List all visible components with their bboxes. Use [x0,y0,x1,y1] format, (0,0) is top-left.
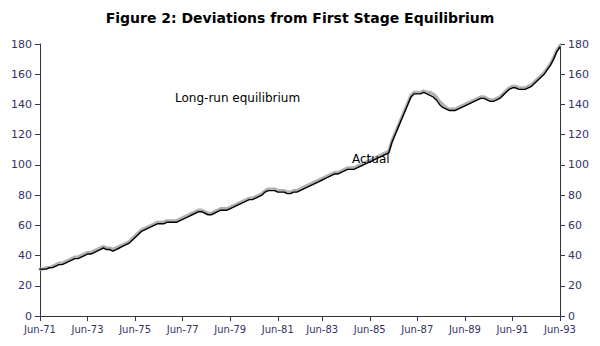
svg-text:Jun-73: Jun-73 [71,324,104,335]
svg-text:Jun-93: Jun-93 [543,324,576,335]
svg-text:Jun-71: Jun-71 [23,324,56,335]
svg-text:Jun-77: Jun-77 [166,324,199,335]
svg-text:120: 120 [568,128,589,141]
svg-text:140: 140 [568,98,589,111]
svg-text:160: 160 [11,68,32,81]
svg-text:Jun-87: Jun-87 [400,324,433,335]
svg-text:Figure 2: Deviations from Firs: Figure 2: Deviations from First Stage Eq… [106,10,495,26]
svg-text:20: 20 [18,279,32,292]
svg-text:120: 120 [11,128,32,141]
svg-text:Actual: Actual [352,152,390,166]
svg-text:Long-run equilibrium: Long-run equilibrium [175,91,300,105]
svg-text:Jun-81: Jun-81 [261,324,294,335]
svg-text:0: 0 [25,310,32,323]
svg-text:60: 60 [18,219,32,232]
svg-text:40: 40 [568,249,582,262]
svg-text:20: 20 [568,279,582,292]
svg-text:180: 180 [11,38,32,51]
svg-text:Jun-85: Jun-85 [353,324,386,335]
svg-text:Jun-89: Jun-89 [448,324,481,335]
svg-text:140: 140 [11,98,32,111]
svg-text:0: 0 [568,310,575,323]
svg-text:Jun-79: Jun-79 [213,324,246,335]
svg-text:180: 180 [568,38,589,51]
svg-text:60: 60 [568,219,582,232]
svg-text:80: 80 [18,189,32,202]
svg-text:100: 100 [568,158,589,171]
svg-text:40: 40 [18,249,32,262]
svg-text:Jun-75: Jun-75 [118,324,151,335]
svg-text:100: 100 [11,158,32,171]
svg-text:Jun-91: Jun-91 [495,324,528,335]
svg-text:80: 80 [568,189,582,202]
svg-text:160: 160 [568,68,589,81]
svg-text:Jun-83: Jun-83 [305,324,338,335]
